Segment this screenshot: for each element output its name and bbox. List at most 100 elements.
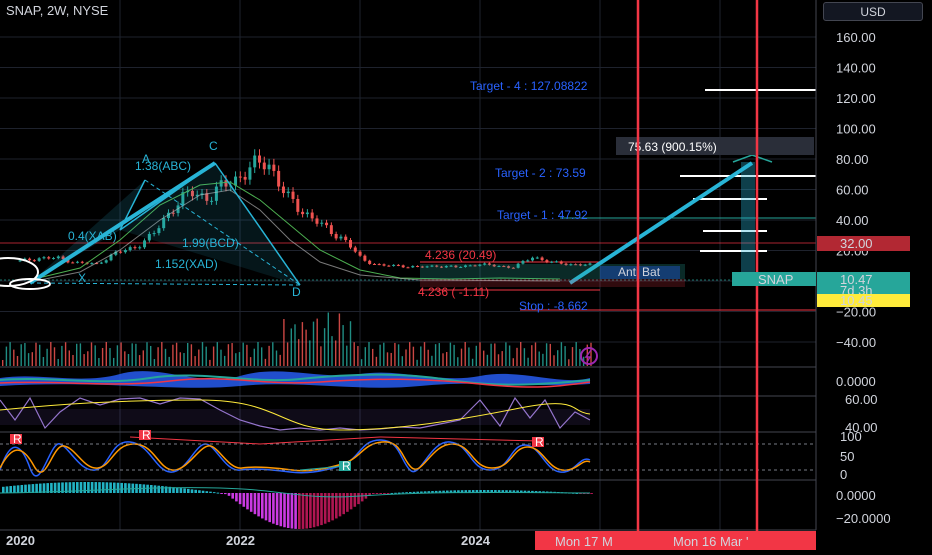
candle-body <box>128 247 132 251</box>
fib-upper-label: 4.236 (20.49) <box>425 248 496 262</box>
volume-bar <box>342 325 344 366</box>
harmonic-pattern[interactable] <box>0 161 301 290</box>
volume-bar <box>220 349 222 366</box>
volume-bar <box>286 342 289 366</box>
candle-body <box>377 264 381 266</box>
hist-bar <box>275 493 279 526</box>
volume-bar <box>520 342 522 366</box>
candle-body <box>401 265 405 268</box>
candle-body <box>564 263 568 266</box>
candle-body <box>334 234 338 239</box>
volume-bar <box>168 356 170 366</box>
hist-bar <box>527 490 530 493</box>
rsi-signal <box>0 399 591 431</box>
volume-bar <box>323 328 326 366</box>
last-price-badge-bg <box>817 272 910 294</box>
volume-bar <box>279 354 281 366</box>
hist-bar <box>290 493 294 529</box>
hist-bar <box>375 493 379 494</box>
volume-bar <box>312 321 315 366</box>
gain-badge-text: 75.63 (900.15%) <box>628 140 717 154</box>
hist-bar <box>64 482 68 493</box>
currency-button[interactable]: USD <box>823 2 923 21</box>
candle-body <box>550 261 554 263</box>
volume-bar <box>516 347 518 366</box>
hist-bar <box>153 485 157 493</box>
volume-bar <box>94 345 96 366</box>
hist-bar <box>386 493 390 494</box>
volume-bar <box>494 343 496 366</box>
lightning-icon[interactable] <box>580 347 598 365</box>
hist-bar <box>5 486 9 493</box>
volume-bar <box>242 342 244 366</box>
hist-bar <box>2 486 5 493</box>
hist-bar <box>116 482 120 493</box>
symbol-title[interactable]: SNAP, 2W, NYSE <box>6 3 109 18</box>
stoch-red-trend <box>129 436 541 445</box>
candle-body <box>449 265 453 267</box>
candle-body <box>497 266 501 268</box>
volume-bar <box>153 359 156 366</box>
volume-bar <box>131 343 133 366</box>
candle-body <box>435 265 439 267</box>
candle-body <box>147 233 151 241</box>
hist-bar <box>372 493 375 494</box>
volume-bar <box>16 355 19 366</box>
volume-bar <box>79 343 82 366</box>
candle-body <box>138 247 142 249</box>
indicator-pane-4[interactable] <box>2 482 593 529</box>
volume-bar <box>257 342 259 366</box>
volume-bar <box>397 344 400 366</box>
indicator-pane-1[interactable] <box>0 371 591 388</box>
volume-bar <box>420 346 422 366</box>
pattern-dash-2 <box>144 179 301 286</box>
volume-bar <box>527 357 529 366</box>
candle-body <box>372 263 376 265</box>
volume-bar <box>508 345 511 366</box>
volume-bar <box>35 342 37 366</box>
candle-body <box>473 265 477 267</box>
hist-bar <box>87 482 90 493</box>
candle-body <box>119 251 123 253</box>
hist-bar <box>227 493 231 496</box>
hist-bar <box>312 493 316 528</box>
hist-bar <box>520 490 523 493</box>
signal-r3: R <box>535 435 544 449</box>
volume-bar <box>501 351 503 366</box>
hist-bar <box>416 491 419 493</box>
indicator-pane-2[interactable] <box>0 396 591 431</box>
x-point-ellipse <box>0 257 39 287</box>
hist-bar <box>90 482 94 493</box>
hist-bar <box>201 490 205 493</box>
volume-bar <box>386 352 389 366</box>
hist-bar <box>460 490 464 493</box>
candle-body <box>157 228 161 234</box>
hist-bar <box>272 493 275 524</box>
signal-r1-bg <box>10 434 22 444</box>
candle-body <box>75 261 79 263</box>
candle-body <box>406 267 410 269</box>
hist-bar <box>508 490 512 493</box>
volume-bar <box>427 349 429 366</box>
price-tick-label: 60.00 <box>836 183 869 198</box>
hist-bar <box>579 493 582 494</box>
volume-bar <box>401 356 403 366</box>
volume-bar <box>27 353 30 366</box>
hist-bar <box>438 490 442 493</box>
volume-bar <box>105 342 107 366</box>
hist-bar <box>20 484 24 493</box>
volume-bar <box>460 348 463 366</box>
indicator-pane-3[interactable]: R R R R <box>0 428 816 477</box>
time-tick-2022: 2022 <box>226 533 255 548</box>
hist-bar <box>483 490 486 493</box>
volume-bar <box>198 349 200 366</box>
prev-close-badge-bg <box>817 294 910 307</box>
hist-bar <box>531 490 534 493</box>
ratio-xab-label: 0.4(XAB) <box>68 229 117 243</box>
volume-bar <box>116 345 119 366</box>
volume-bar <box>416 359 418 366</box>
hist-bar <box>94 482 98 493</box>
hist-bar <box>490 490 493 493</box>
